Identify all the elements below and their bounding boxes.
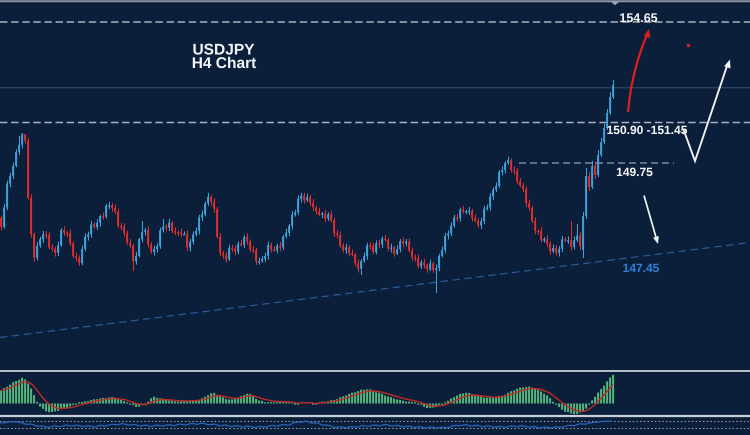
svg-text:USDJPY: USDJPY bbox=[192, 42, 255, 59]
svg-text:149.75: 149.75 bbox=[616, 165, 653, 179]
svg-text:150.90 -151.45: 150.90 -151.45 bbox=[607, 123, 688, 137]
svg-text:147.45: 147.45 bbox=[623, 261, 660, 275]
svg-text:H4 Chart: H4 Chart bbox=[192, 55, 257, 72]
svg-text:154.65: 154.65 bbox=[619, 11, 657, 25]
